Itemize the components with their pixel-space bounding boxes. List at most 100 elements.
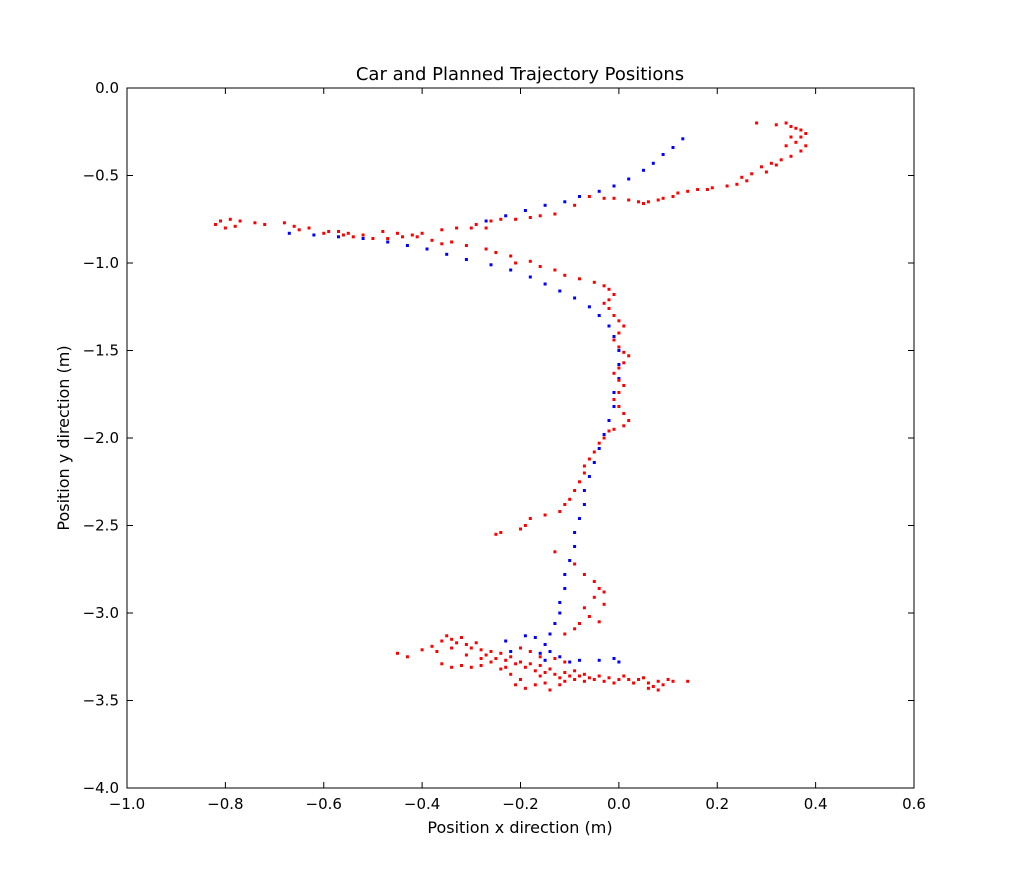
data-point [548, 632, 552, 636]
data-point [484, 219, 488, 223]
data-point [617, 678, 621, 681]
data-point [587, 615, 591, 618]
data-point [558, 289, 562, 293]
data-point [597, 587, 601, 590]
data-point [686, 189, 690, 193]
data-point [494, 657, 498, 660]
data-point [622, 384, 626, 387]
data-point [568, 559, 572, 562]
data-point [799, 128, 803, 132]
data-point [573, 203, 577, 207]
data-point [617, 391, 621, 394]
data-point [479, 664, 483, 667]
data-point [612, 427, 616, 431]
data-point [632, 681, 636, 685]
data-point [287, 231, 291, 235]
data-point [602, 590, 606, 594]
data-point [578, 622, 581, 625]
data-point [568, 674, 572, 678]
data-points [214, 121, 808, 692]
data-point [528, 517, 532, 520]
data-point [509, 254, 513, 258]
data-point [514, 217, 518, 221]
data-point [519, 527, 522, 531]
data-point [607, 287, 611, 291]
data-point [612, 681, 616, 685]
y-tick-label: −2.0 [83, 429, 119, 447]
data-point [612, 405, 616, 408]
data-point [455, 641, 459, 645]
series-1 [214, 121, 808, 692]
data-point [553, 622, 557, 625]
data-point [666, 678, 670, 681]
data-point [725, 184, 729, 188]
data-point [612, 391, 616, 394]
x-tick-label: 0.2 [705, 795, 729, 813]
data-point [804, 144, 808, 148]
data-point [523, 634, 527, 638]
data-point [587, 195, 591, 198]
data-point [494, 251, 498, 254]
data-point [558, 676, 562, 680]
data-point [755, 121, 759, 125]
data-point [223, 226, 227, 230]
data-point [602, 301, 606, 305]
data-point [509, 672, 513, 676]
data-point [327, 230, 331, 233]
data-point [612, 293, 616, 296]
data-point [622, 412, 626, 415]
x-tick-label: 0.0 [607, 795, 631, 813]
data-point [573, 531, 577, 534]
data-point [671, 195, 675, 198]
data-point [440, 662, 444, 666]
data-point [341, 233, 345, 237]
data-point [543, 681, 547, 685]
data-point [322, 231, 326, 235]
data-point [538, 651, 542, 655]
data-point [430, 644, 434, 648]
data-point [646, 681, 650, 685]
data-point [622, 324, 626, 328]
data-point [578, 658, 581, 662]
x-tick-label: −0.6 [306, 795, 342, 813]
data-point [617, 366, 621, 370]
data-point [582, 471, 586, 475]
data-point [578, 674, 581, 678]
data-point [563, 200, 567, 204]
data-point [563, 671, 567, 674]
data-point [450, 665, 454, 669]
data-point [789, 135, 793, 139]
data-point [637, 678, 640, 681]
data-point [578, 277, 581, 281]
data-point [509, 650, 513, 653]
data-point [573, 678, 577, 681]
data-point [420, 648, 424, 652]
data-point [494, 532, 498, 536]
data-point [489, 219, 493, 223]
data-point [592, 461, 596, 464]
data-point [558, 655, 562, 659]
data-point [410, 233, 414, 237]
data-point [617, 349, 621, 352]
data-point [582, 573, 586, 576]
data-point [760, 165, 763, 169]
data-point [464, 653, 468, 657]
data-point [307, 226, 311, 230]
data-point [642, 168, 645, 172]
data-point [464, 244, 468, 247]
data-point [617, 378, 621, 382]
data-point [612, 196, 616, 200]
data-point [784, 144, 788, 148]
y-tick-label: −3.5 [83, 692, 119, 710]
data-point [435, 650, 439, 653]
data-point [450, 240, 454, 244]
data-point [292, 224, 296, 228]
data-point [523, 686, 527, 690]
data-point [597, 658, 601, 662]
data-point [464, 258, 468, 261]
data-point [563, 632, 567, 636]
data-point [627, 354, 631, 358]
data-point [578, 517, 581, 520]
data-point [804, 132, 808, 135]
data-point [528, 216, 532, 219]
